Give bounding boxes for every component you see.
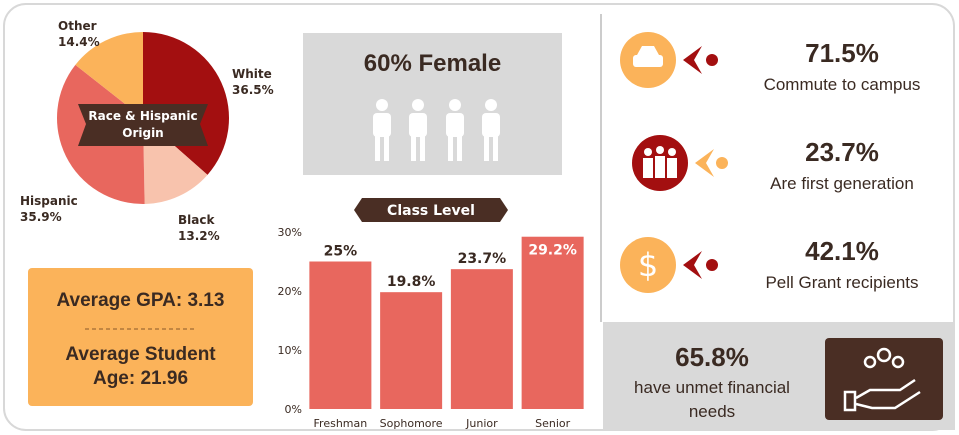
stat-value: 42.1% [805,236,879,266]
x-tick-label: Sophomore [380,417,443,430]
unmet-label: have unmet financial needs [634,378,790,421]
slice-label: Other [58,19,97,33]
x-tick-label: Freshman [314,417,368,430]
person-icons [373,99,500,161]
bar-value-label: 25% [324,244,358,260]
y-tick-label: 0% [285,403,302,416]
slice-value: 36.5% [232,83,274,97]
gpa-box [28,268,253,406]
pie-title: Race & Hispanic Origin [88,109,197,140]
bar-value-label: 29.2% [528,243,577,259]
bar-title-banner [354,198,508,222]
y-tick-label: 20% [278,285,302,298]
stat-value: 23.7% [805,137,879,167]
bar [380,292,443,409]
stat-icons: $ [620,32,728,293]
stat-label: Pell Grant recipients [765,273,919,292]
pie-slice [143,32,229,175]
slice-value: 35.9% [20,210,62,224]
stat-label: Are first generation [770,174,914,193]
y-tick-label: 10% [278,344,302,357]
x-tick-label: Senior [535,417,571,430]
slice-label: Black [178,213,215,227]
slice-value: 13.2% [178,229,220,243]
bar-value-label: 19.8% [387,274,436,290]
gpa-text: Average GPA: 3.13 [56,290,225,311]
slice-label: Hispanic [20,194,78,208]
pie-slice [75,32,143,118]
x-tick-label: Junior [465,417,498,430]
y-tick-label: 30% [278,226,302,239]
bar [309,261,372,409]
stat-value: 71.5% [805,38,879,68]
female-box [303,33,562,175]
svg-text:$: $ [638,246,658,284]
bar [521,236,584,409]
bar-value-label: 23.7% [458,251,507,267]
female-text: 60% Female [363,50,502,77]
stat-label: Commute to campus [763,75,921,94]
pie-title-banner [78,104,208,146]
age-text: Average Student Age: 21.96 [65,344,216,389]
bar [450,269,513,409]
bar-title: Class Level [387,203,475,219]
unmet-value: 65.8% [675,342,749,372]
hand-icon [843,347,921,412]
slice-label: White [232,67,272,81]
slice-value: 14.4% [58,35,100,49]
